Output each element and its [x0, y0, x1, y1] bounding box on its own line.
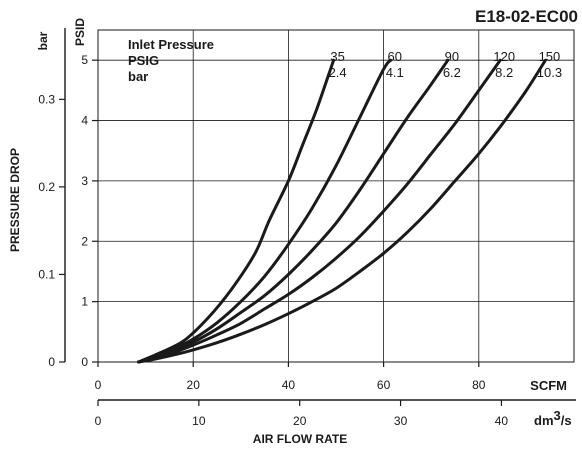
- series-line-120-psig: [137, 58, 502, 364]
- x-unit-secondary-tail: /s: [561, 413, 572, 428]
- x-tick-label: 40: [282, 378, 296, 392]
- y-tick-label: 3: [81, 174, 88, 188]
- x-axis-label: AIR FLOW RATE: [253, 432, 347, 446]
- series-label-bar: 2.4: [329, 65, 347, 80]
- series-label-psig: 35: [330, 49, 344, 64]
- y-unit-primary: PSID: [73, 18, 87, 46]
- legend-title-line-1: Inlet Pressure: [128, 37, 214, 52]
- y-axis-label: PRESSURE DROP: [8, 148, 22, 252]
- series-lines: [137, 58, 547, 364]
- chart-title: E18-02-EC00: [475, 7, 578, 26]
- y-tick-label: 5: [81, 53, 88, 67]
- y2-tick-label: 0: [48, 355, 55, 369]
- series-line-150-psig: [137, 58, 547, 364]
- x2-tick-label: 30: [394, 414, 408, 428]
- tick-labels: 0 0.1 0.2 0.3 0 1 2 3 4 5 0 20 40 60 80 0 10 20 30 40: [38, 53, 508, 428]
- y-unit-secondary: bar: [36, 31, 50, 50]
- legend-title-line-2: PSIG: [128, 53, 159, 68]
- series-label-psig: 150: [539, 49, 561, 64]
- plot-frame: [97, 29, 575, 363]
- series-label-psig: 120: [493, 49, 515, 64]
- x2-tick-label: 20: [293, 414, 307, 428]
- series-label-bar: 6.2: [443, 65, 461, 80]
- x-unit-secondary-exponent: 3: [554, 408, 561, 423]
- x2-tick-label: 40: [495, 414, 509, 428]
- grid: [98, 30, 574, 362]
- y-tick-label: 1: [81, 295, 88, 309]
- legend-title-line-3: bar: [128, 69, 148, 84]
- series-label-psig: 90: [445, 49, 459, 64]
- series-label-bar: 8.2: [495, 65, 513, 80]
- axes: [59, 28, 576, 406]
- x-unit-primary: SCFM: [530, 378, 567, 393]
- y2-tick-label: 0.3: [38, 92, 55, 106]
- x-tick-label: 20: [187, 378, 201, 392]
- series-line-60-psig: [137, 58, 393, 364]
- legend: Inlet Pressure PSIG bar: [128, 37, 214, 84]
- y-tick-label: 4: [81, 114, 88, 128]
- x-tick-label: 80: [472, 378, 486, 392]
- x2-tick-label: 0: [95, 414, 102, 428]
- y-tick-label: 2: [81, 234, 88, 248]
- y2-tick-label: 0.2: [38, 180, 55, 194]
- x2-tick-label: 10: [192, 414, 206, 428]
- x-unit-secondary: dm3/s: [534, 408, 572, 428]
- y2-tick-label: 0.1: [38, 267, 55, 281]
- series-label-bar: 4.1: [386, 65, 404, 80]
- x-tick-label: 60: [377, 378, 391, 392]
- series-line-90-psig: [137, 58, 450, 364]
- y-tick-label: 0: [81, 355, 88, 369]
- series-label-bar: 10.3: [537, 65, 562, 80]
- series-label-psig: 60: [388, 49, 402, 64]
- x-tick-label: 0: [95, 378, 102, 392]
- series-line-35-psig: [137, 58, 336, 364]
- x-unit-secondary-base: dm: [534, 413, 554, 428]
